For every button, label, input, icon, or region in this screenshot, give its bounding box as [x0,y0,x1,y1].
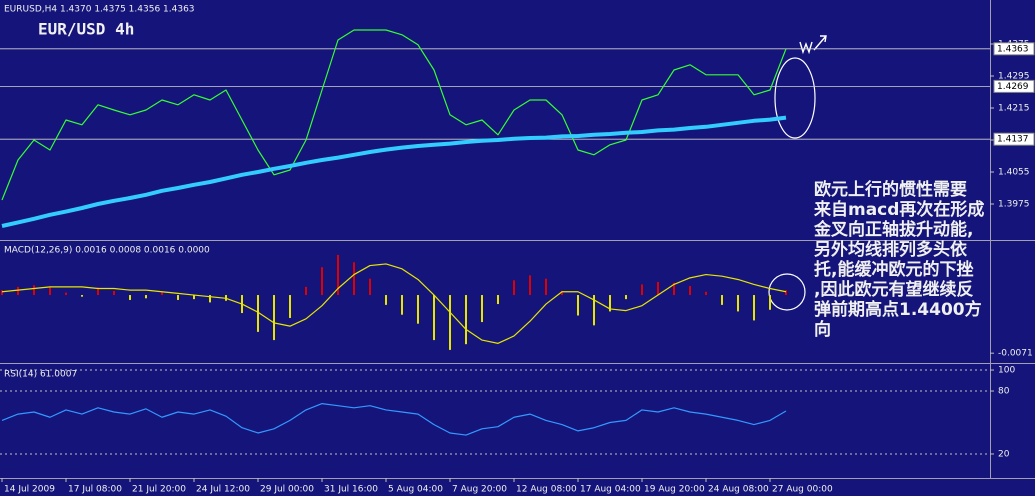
histogram-bar [337,254,339,296]
x-tick-label: 7 Aug 20:00 [452,485,507,495]
histogram-bar [49,286,51,296]
histogram-bar [209,295,211,303]
series-line [1,115,787,228]
x-tick-label: 14 Jul 2009 [4,485,55,495]
histogram-bar [785,290,787,296]
histogram-bar [417,295,419,324]
y-tick-label: 80 [998,387,1010,397]
annotation-line: 另外均线排列多头依 [814,239,968,260]
histogram-bar [177,295,179,300]
histogram-bar [33,285,35,296]
histogram-bar [113,290,115,296]
histogram-bar [513,280,515,296]
x-tick-label: 31 Jul 16:00 [324,485,378,495]
histogram-bar [81,295,83,297]
series-line [1,29,787,201]
histogram-bar [529,275,531,296]
histogram-bar [305,286,307,296]
histogram-bar [321,267,323,296]
histogram-bar [145,295,147,299]
histogram-bar [545,278,547,296]
annotation-line: 欧元上行的惯性需要 [814,179,967,200]
histogram-bar [561,290,563,296]
histogram-bar [657,281,659,296]
histogram-bar [129,295,131,300]
histogram-bar [481,295,483,323]
x-tick-label: 17 Jul 08:00 [68,485,122,495]
price-level-box [993,42,1035,56]
highlight-circle [768,273,806,311]
panel-header: EURUSD,H4 1.4370 1.4375 1.4356 1.4363 [4,5,195,15]
y-tick-label: 1.4215 [998,104,1030,114]
histogram-bar [465,295,467,345]
histogram-bar [593,295,595,326]
x-tick-label: 12 Aug 08:00 [516,485,577,495]
histogram-bar [289,295,291,318]
histogram-bar [97,287,99,296]
histogram-bar [641,284,643,296]
x-tick-label: 29 Jul 00:00 [260,485,314,495]
histogram-bar [369,278,371,296]
price-level-label: 1.4137 [997,135,1029,145]
y-tick-label: 100 [998,366,1015,376]
histogram-bar [721,295,723,305]
histogram-bar [625,295,627,300]
histogram-bar [433,295,435,341]
histogram-bar [449,295,451,350]
x-tick-label: 5 Aug 04:00 [388,485,443,495]
y-tick-label: -0.0071 [998,349,1033,359]
price-level-label: 1.4363 [997,44,1029,54]
histogram-bar [689,286,691,296]
histogram-bar [353,262,355,296]
histogram-bar [737,295,739,312]
y-tick-label: 1.4295 [998,72,1030,82]
histogram-bar [17,286,19,296]
histogram-bar [273,295,275,341]
panel-header: MACD(12,26,9) 0.0016 0.0008 0.0016 0.000… [4,246,210,256]
annotation-line: ,因此欧元有望继续反 [814,279,973,300]
histogram-bar [769,295,771,310]
histogram-bar [257,295,259,332]
highlight-ellipse [774,57,816,139]
y-tick-label: 1.4055 [998,168,1030,178]
price-level-label: 1.4269 [997,82,1029,92]
histogram-bar [401,295,403,315]
annotation-line: 向 [814,319,831,340]
histogram-bar [385,295,387,305]
panel-header: RSI(14) 61.0007 [4,370,77,380]
annotation-line: 托,能缓冲欧元的下挫 [814,259,973,280]
histogram-bar [609,295,611,312]
x-tick-label: 21 Jul 20:00 [132,485,186,495]
x-tick-label: 27 Aug 00:00 [772,485,833,495]
annotation-line: 弹前期高点1.4400方 [814,299,982,320]
histogram-bar [65,292,67,296]
annotation-line: 金叉向正轴拔升动能, [813,219,973,240]
histogram-bar [577,295,579,316]
x-tick-label: 24 Jul 12:00 [196,485,250,495]
histogram-bar [193,295,195,300]
y-tick-label: 1.3975 [998,200,1030,210]
x-tick-label: 17 Aug 04:00 [580,485,641,495]
series-line [1,403,787,436]
histogram-bar [705,291,707,296]
histogram-bar [673,282,675,296]
y-tick-label: 20 [998,449,1010,459]
histogram-bar [161,291,163,296]
histogram-bar [497,295,499,305]
x-tick-label: 19 Aug 20:00 [644,485,705,495]
x-tick-label: 24 Aug 08:00 [708,485,769,495]
annotation-line: 来自macd再次在形成 [813,199,984,220]
histogram-bar [1,290,3,296]
price-level-box [993,132,1035,146]
chart-label: EUR/USD 4h [38,20,134,39]
histogram-bar [753,295,755,321]
series-line [1,263,787,344]
price-level-box [993,79,1035,93]
